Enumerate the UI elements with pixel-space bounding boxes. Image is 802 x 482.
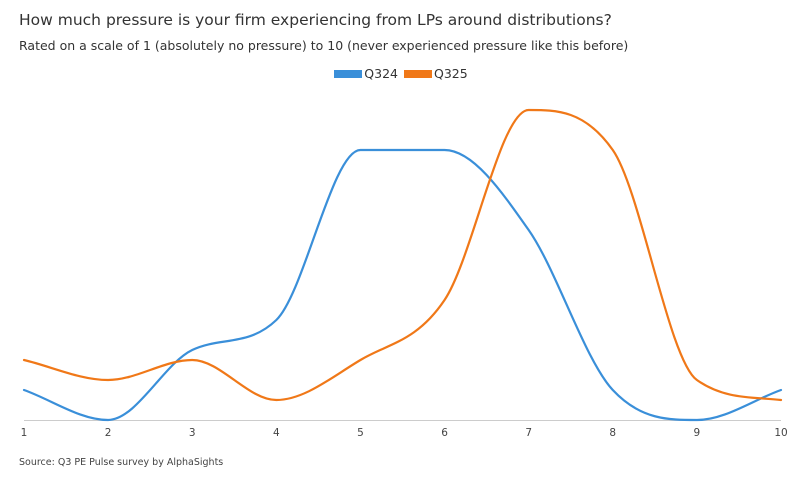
chart-legend: Q324 Q325 [0,66,802,81]
data-point-q324 [189,347,195,353]
x-tick-label: 10 [774,427,787,439]
series-line-q324 [22,148,783,422]
data-point-q324 [526,227,532,233]
data-point-q324 [442,147,448,153]
series-line-q325 [22,108,783,402]
data-point-q325 [273,397,279,403]
legend-swatch-q324 [334,69,363,78]
data-point-q325 [526,107,532,113]
source-note: Source: Q3 PE Pulse survey by AlphaSight… [19,457,224,468]
chart-title: How much pressure is your firm experienc… [19,11,612,29]
x-tick-label: 5 [357,427,364,439]
data-point-q325 [694,377,700,383]
data-point-q324 [105,417,111,423]
legend-item-q325[interactable]: Q325 [404,66,468,81]
x-tick-label: 1 [21,427,28,439]
x-tick-label: 3 [189,427,196,439]
data-point-q325 [442,297,448,303]
data-point-q325 [189,357,195,363]
data-point-q325 [610,147,616,153]
data-point-q325 [105,377,111,383]
x-tick-label: 6 [441,427,448,439]
x-tick-label: 8 [609,427,616,439]
data-point-q325 [778,397,784,403]
data-point-q324 [357,147,363,153]
x-tick-label: 2 [105,427,112,439]
data-point-q324 [21,387,27,393]
legend-label-q324: Q324 [364,66,398,81]
legend-item-q324[interactable]: Q324 [334,66,398,81]
data-point-q324 [610,387,616,393]
data-point-q324 [778,387,784,393]
data-point-q324 [694,417,700,423]
data-point-q325 [21,357,27,363]
chart-subtitle: Rated on a scale of 1 (absolutely no pre… [19,38,629,53]
x-tick-label: 4 [273,427,280,439]
legend-label-q325: Q325 [434,66,468,81]
x-tick-label: 9 [694,427,701,439]
data-point-q324 [273,317,279,323]
data-point-q325 [357,357,363,363]
legend-swatch-q325 [404,69,432,78]
x-tick-label: 7 [525,427,532,439]
